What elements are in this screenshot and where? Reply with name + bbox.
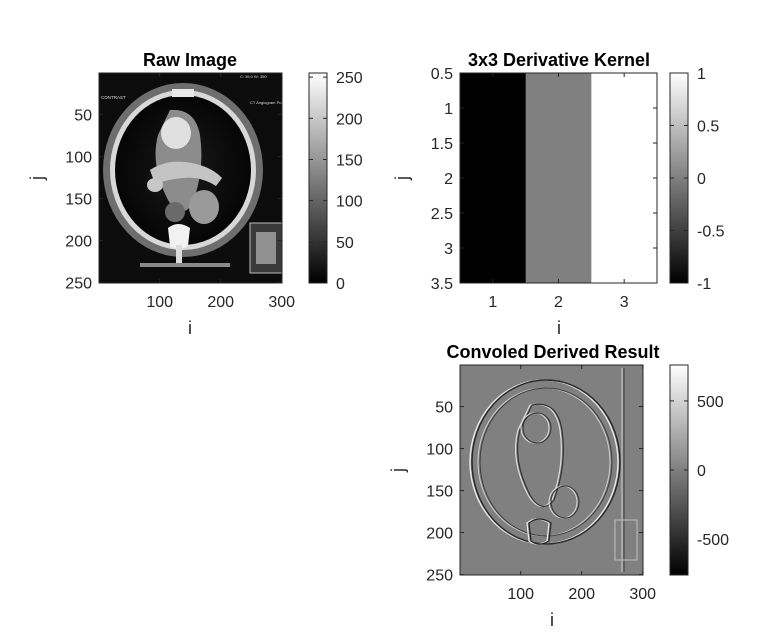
kernel-cell	[460, 73, 527, 144]
desc-aorta-edge-dark	[550, 485, 580, 519]
kernel-cell	[525, 213, 592, 284]
raw-image-panel: Raw Image C: 35.0 W: 350	[27, 50, 363, 338]
colorbar-tick-label: 0.5	[697, 119, 719, 136]
ct-table	[140, 263, 230, 267]
colorbar-tick-label: 50	[336, 235, 354, 252]
y-tick-label: 0.5	[431, 66, 453, 83]
y-tick-label: 1.5	[431, 136, 453, 153]
convolved-xlabel: i	[550, 610, 554, 630]
colorbar-tick-label: -1	[697, 276, 711, 293]
kernel-ylabel: j	[392, 176, 412, 181]
y-tick-label: 2.5	[431, 206, 453, 223]
convolved-title: Convoled Derived Result	[446, 342, 659, 362]
spinous-process	[176, 245, 182, 263]
y-tick-label: 200	[65, 234, 92, 251]
colorbar-tick-label: 0	[697, 463, 706, 480]
mediastinum-edge-light	[514, 403, 562, 507]
kernel-title: 3x3 Derivative Kernel	[468, 50, 650, 70]
y-tick-label: 150	[65, 192, 92, 209]
kernel-cell	[460, 143, 527, 214]
kernel-xlabel: i	[557, 318, 561, 338]
mediastinum-edge-dark	[516, 403, 564, 507]
sternum	[172, 89, 194, 97]
vertebra	[168, 224, 190, 249]
scout-thumbnail-body	[256, 232, 276, 264]
y-tick-label: 200	[426, 526, 453, 543]
kernel-colorbar-ticks: -1 -0.5 0 0.5 1	[670, 66, 725, 293]
y-tick-label: 150	[426, 484, 453, 501]
y-tick-label: 250	[426, 568, 453, 585]
raw-image-ticks: 100 200 300 50 100 150 200 250	[65, 73, 295, 311]
convolved-axes-frame	[459, 364, 644, 576]
convolved-panel: Convoled Derived Result 100 200 300 50 100 15…	[388, 342, 729, 630]
kernel-cell	[591, 73, 658, 144]
colorbar-tick-label: -500	[697, 532, 729, 549]
x-tick-label: 100	[507, 586, 534, 603]
vertebra-edge-dark	[528, 518, 552, 545]
convolved-colorbar-ticks: -500 0 500	[670, 394, 729, 549]
x-tick-label: 1	[488, 294, 497, 311]
colorbar-tick-label: 150	[336, 152, 363, 169]
colorbar-tick-label: -0.5	[697, 224, 725, 241]
contrast-text: CONTRAST	[101, 95, 126, 100]
kernel-ticks: 1 2 3 0.5 1 1.5 2 2.5 3 3.5	[431, 66, 657, 311]
raw-image-xlabel: i	[188, 318, 192, 338]
kernel-heatmap-cells	[460, 73, 658, 284]
x-tick-label: 300	[629, 586, 656, 603]
convolved-image-content	[460, 365, 643, 575]
y-tick-label: 1	[444, 101, 453, 118]
colorbar-tick-label: 0	[336, 276, 345, 293]
convolved-background	[460, 365, 643, 575]
convolved-ylabel: j	[388, 468, 408, 473]
kernel-cell	[591, 213, 658, 284]
x-tick-label: 3	[620, 294, 629, 311]
rib-edge-dark	[479, 387, 613, 537]
x-tick-label: 200	[568, 586, 595, 603]
scout-edge	[614, 519, 638, 561]
x-tick-label: 300	[268, 294, 295, 311]
kernel-cell	[525, 73, 592, 144]
exam-name-text: CT Angiogram Pulmonar	[250, 100, 294, 105]
y-tick-label: 100	[65, 150, 92, 167]
outer-body-edge-dark	[471, 379, 621, 545]
kernel-panel: 3x3 Derivative Kernel 1 2 3 0.5 1 1.5 2 2.5 3 3.5…	[392, 50, 725, 338]
aorta-edge-dark	[522, 412, 552, 444]
pulmonary-arteries	[150, 161, 222, 186]
raw-image-colorbar	[308, 72, 328, 284]
raw-image-content: C: 35.0 W: 350 CONTRAST CT Angiogram Pul…	[99, 73, 294, 283]
colorbar-tick-label: 500	[697, 394, 724, 411]
kernel-cell	[460, 213, 527, 284]
y-tick-label: 50	[74, 108, 92, 125]
left-hilum	[147, 178, 163, 192]
convolved-ticks: 100 200 300 50 100 150 200 250	[426, 365, 656, 603]
y-tick-label: 250	[65, 276, 92, 293]
x-tick-label: 2	[554, 294, 563, 311]
kernel-cell	[591, 143, 658, 214]
colorbar-tick-label: 0	[697, 171, 706, 188]
y-tick-label: 50	[435, 400, 453, 417]
raw-image-axes-frame	[98, 72, 283, 284]
colorbar-tick-label: 100	[336, 194, 363, 211]
x-tick-label: 100	[146, 294, 173, 311]
raw-image-title: Raw Image	[143, 50, 237, 70]
raw-image-colorbar-ticks: 0 50 100 150 200 250	[309, 70, 363, 293]
colorbar-tick-label: 1	[697, 66, 706, 83]
kernel-cell	[525, 143, 592, 214]
y-tick-label: 100	[426, 442, 453, 459]
y-tick-label: 3	[444, 241, 453, 258]
y-tick-label: 2	[444, 171, 453, 188]
window-level-text: C: 35.0 W: 350	[240, 74, 267, 79]
raw-image-ylabel: j	[27, 176, 47, 181]
esophagus	[165, 202, 185, 222]
colorbar-tick-label: 200	[336, 111, 363, 128]
descending-aorta	[189, 190, 219, 224]
colorbar-tick-label: 250	[336, 70, 363, 87]
y-tick-label: 3.5	[431, 276, 453, 293]
aortic-arch	[161, 117, 191, 149]
x-tick-label: 200	[207, 294, 234, 311]
